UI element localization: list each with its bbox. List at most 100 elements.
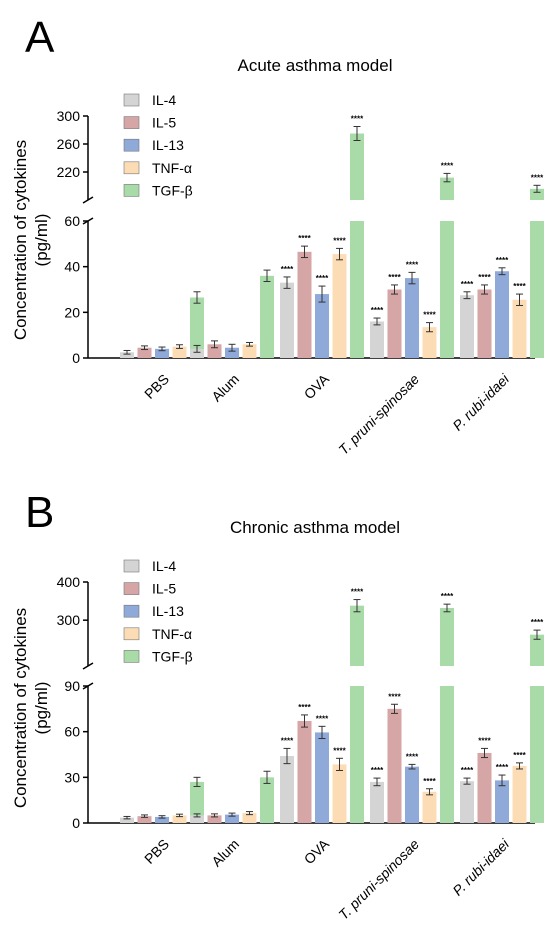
legend-label: TGF-β <box>152 648 193 664</box>
significance-label: **** <box>406 260 419 269</box>
y-axis-label: Concentration of cytokines (pg/ml) <box>11 608 51 808</box>
significance-label: **** <box>298 703 311 712</box>
bar <box>477 752 492 823</box>
axis-break-mark <box>82 196 94 204</box>
significance-label: **** <box>316 714 329 723</box>
significance-label: **** <box>281 736 294 745</box>
significance-label: **** <box>281 265 294 274</box>
significance-label: **** <box>298 234 311 243</box>
significance-label: **** <box>423 777 436 786</box>
y-axis-label-line: (pg/ml) <box>32 682 51 735</box>
bar <box>530 188 544 200</box>
panel-letter: A <box>25 13 55 62</box>
bar <box>280 282 294 358</box>
bar <box>172 815 187 823</box>
bar <box>315 294 329 358</box>
bar <box>350 686 364 823</box>
y-axis-label-line: Concentration of cytokines <box>11 608 30 808</box>
bar <box>495 271 509 358</box>
x-tick-label: Alum <box>208 371 242 405</box>
bar <box>350 605 364 666</box>
bar <box>242 813 257 823</box>
significance-label: **** <box>388 692 401 701</box>
bar <box>405 766 419 823</box>
legend-label: TNF-α <box>152 626 192 642</box>
bar <box>120 817 134 823</box>
bar <box>440 177 454 200</box>
bar <box>512 299 527 358</box>
bar <box>190 297 204 358</box>
significance-label: **** <box>513 282 526 291</box>
y-axis-label-line: (pg/ml) <box>32 214 51 267</box>
bar <box>530 686 544 823</box>
significance-label: **** <box>371 766 384 775</box>
y-tick-label: 220 <box>57 164 81 180</box>
bar <box>387 289 402 358</box>
panel-letter: B <box>25 488 54 537</box>
significance-label: **** <box>441 161 454 170</box>
bar <box>190 348 204 358</box>
legend-label: IL-5 <box>152 115 176 131</box>
y-tick-label: 0 <box>72 815 80 831</box>
legend-label: IL-4 <box>152 558 176 574</box>
significance-label: **** <box>461 766 474 775</box>
bar <box>315 732 329 823</box>
chart-title: Acute asthma model <box>238 56 393 75</box>
bar <box>297 721 312 823</box>
bar <box>332 254 347 358</box>
bar <box>137 816 152 823</box>
significance-label: **** <box>496 763 509 772</box>
legend-swatch <box>123 627 140 641</box>
bar <box>422 791 437 823</box>
bar <box>332 764 347 823</box>
significance-label: **** <box>406 752 419 761</box>
significance-label: **** <box>316 274 329 283</box>
bar <box>370 781 384 823</box>
bar <box>370 321 384 358</box>
bar <box>190 815 204 823</box>
legend-swatch <box>123 93 140 107</box>
y-axis-label-line: Concentration of cytokines <box>11 140 30 340</box>
legend-swatch <box>123 116 140 129</box>
significance-label: **** <box>461 280 474 289</box>
significance-label: **** <box>333 746 346 755</box>
y-tick-label: 30 <box>64 769 80 785</box>
bar <box>440 607 454 666</box>
bar <box>530 634 544 666</box>
legend-swatch <box>123 559 140 573</box>
bar <box>297 251 312 358</box>
significance-label: **** <box>478 273 491 282</box>
x-tick-label: P. rubi-idaei <box>449 370 512 433</box>
significance-label: **** <box>531 173 544 182</box>
bar <box>530 221 544 358</box>
legend-swatch <box>123 604 140 618</box>
bar <box>120 352 134 358</box>
legend-swatch <box>123 650 140 663</box>
y-tick-label: 300 <box>57 612 81 628</box>
bar <box>190 781 204 823</box>
y-tick-label: 60 <box>64 724 80 740</box>
significance-label: **** <box>351 588 364 597</box>
x-tick-label: Alum <box>208 836 242 870</box>
y-tick-label: 400 <box>57 574 81 590</box>
legend-label: TNF-α <box>152 160 192 176</box>
bar <box>350 133 364 200</box>
significance-label: **** <box>531 618 544 627</box>
bar <box>422 327 437 358</box>
bar <box>387 708 402 823</box>
legend-swatch <box>123 138 140 152</box>
chart-panel-a: A Acute asthma model Concentration of cyto… <box>11 13 544 458</box>
bar <box>225 347 239 358</box>
bar <box>280 756 294 823</box>
legend-label: IL-13 <box>152 603 184 619</box>
bar <box>260 777 274 823</box>
bar <box>440 221 454 358</box>
significance-label: **** <box>441 592 454 601</box>
y-tick-label: 90 <box>64 678 80 694</box>
significance-label: **** <box>333 236 346 245</box>
bar <box>460 295 474 358</box>
legend-swatch <box>123 184 140 197</box>
x-tick-label: T. pruni-spinosae <box>335 836 422 923</box>
bar <box>495 780 509 823</box>
